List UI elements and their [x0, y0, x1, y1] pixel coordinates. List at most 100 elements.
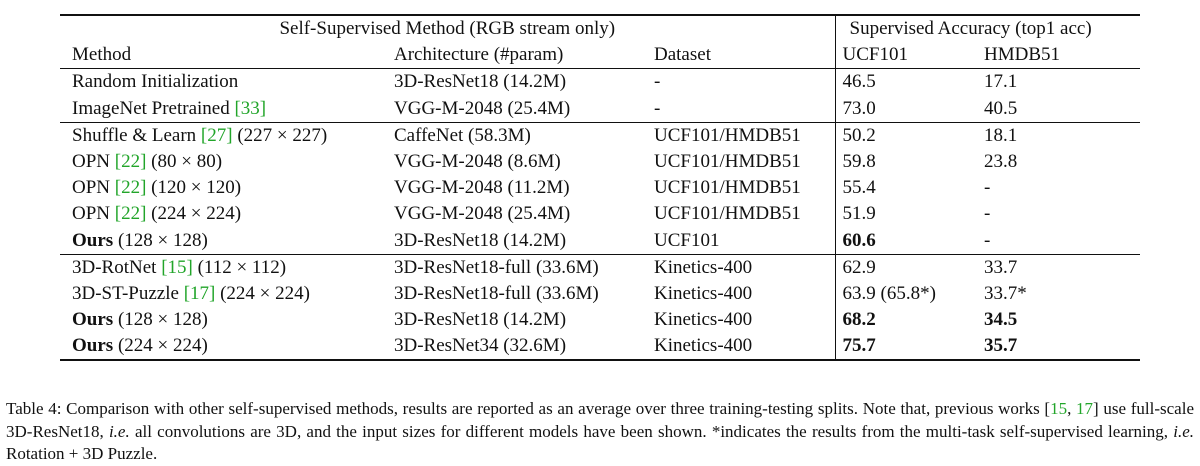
- citation-link[interactable]: [15]: [161, 256, 193, 278]
- caption-text: Rotation + 3D Puzzle.: [6, 444, 158, 463]
- architecture-cell: CaffeNet (58.3M): [394, 121, 654, 149]
- hmdb51-accuracy-cell: 33.7: [984, 253, 1140, 281]
- group-header-row: Self-Supervised Method (RGB stream only)…: [60, 13, 1140, 43]
- table-row: ImageNet Pretrained [33] VGG-M-2048 (25.4…: [60, 95, 1140, 123]
- input-size: (227 × 227): [232, 124, 328, 146]
- method-cell: 3D-RotNet [15] (112 × 112): [60, 253, 394, 281]
- method-name: Random Initialization: [72, 71, 239, 93]
- column-header-row: Method Architecture (#param) Dataset UCF…: [60, 42, 1140, 69]
- method-name: OPN: [72, 203, 115, 225]
- dataset-cell: UCF101/HMDB51: [654, 203, 801, 225]
- table-row: OPN [22] (80 × 80) VGG-M-2048 (8.6M) UCF10…: [60, 148, 1140, 176]
- caption-text: ,: [1067, 399, 1077, 418]
- ucf101-accuracy-cell: 55.4: [834, 175, 984, 202]
- method-name-bold: Ours: [72, 229, 114, 251]
- method-cell: ImageNet Pretrained [33]: [60, 96, 394, 123]
- table-row: OPN [22] (224 × 224) VGG-M-2048 (25.4M) UC…: [60, 201, 1140, 228]
- ucf101-accuracy-cell: 75.7: [834, 333, 984, 362]
- col-header-method: Method: [72, 44, 132, 66]
- input-size: (224 × 224): [215, 282, 310, 304]
- hmdb51-accuracy-cell: -: [984, 229, 991, 251]
- method-name: OPN: [72, 177, 115, 199]
- table-row: 3D-ST-Puzzle [17] (224 × 224) 3D-ResNet18…: [60, 280, 1140, 308]
- caption-text: all convolutions are 3D, and the input s…: [129, 421, 1174, 441]
- caption-text: ] use full-scale 3D-ResNet18,: [6, 399, 1194, 441]
- citation-link[interactable]: [17]: [183, 282, 216, 304]
- hmdb51-accuracy-cell: 34.5: [984, 309, 1018, 331]
- dataset-cell: -: [654, 97, 661, 119]
- ucf101-accuracy-cell: 46.5: [834, 68, 984, 96]
- architecture-cell: VGG-M-2048 (11.2M): [394, 177, 570, 199]
- table-row: Random Initialization 3D-ResNet18 (14.2M)…: [60, 68, 1140, 96]
- hmdb51-accuracy-cell: -: [984, 177, 991, 199]
- architecture-cell: 3D-ResNet18-full (33.6M): [394, 282, 599, 304]
- hmdb51-accuracy-cell: 17.1: [984, 68, 1140, 96]
- citation-link[interactable]: [33]: [234, 97, 267, 119]
- hmdb51-accuracy-cell: 33.7*: [984, 282, 1027, 304]
- table-row: Ours (224 × 224) 3D-ResNet34 (32.6M) Kinet…: [60, 333, 1140, 362]
- caption-text: Table 4: Comparison with other self-supe…: [6, 399, 1051, 418]
- table-row: Ours (128 × 128) 3D-ResNet18 (14.2M) UCF10…: [60, 227, 1140, 255]
- method-name: 3D-ST-Puzzle: [72, 282, 184, 304]
- hmdb51-accuracy-cell: 23.8: [984, 151, 1018, 173]
- dataset-cell: Kinetics-400: [654, 282, 753, 304]
- group-header-supervised-accuracy: Supervised Accuracy (top1 acc): [834, 13, 1140, 43]
- method-name-bold: Ours: [72, 309, 114, 331]
- citation-link[interactable]: [22]: [114, 151, 147, 173]
- table-row: Ours (128 × 128) 3D-ResNet18 (14.2M) Kinet…: [60, 307, 1140, 334]
- citation-link[interactable]: 15: [1050, 399, 1068, 418]
- input-size: (112 × 112): [192, 256, 287, 278]
- architecture-cell: 3D-ResNet34 (32.6M): [394, 333, 654, 362]
- group-header-self-supervised: Self-Supervised Method (RGB stream only): [60, 13, 835, 43]
- dataset-cell: Kinetics-400: [654, 253, 835, 281]
- caption-italic: i.e.: [108, 421, 130, 441]
- citation-link[interactable]: [22]: [114, 203, 147, 225]
- architecture-cell: VGG-M-2048 (8.6M): [394, 151, 561, 173]
- method-cell: Ours (224 × 224): [60, 333, 394, 362]
- dataset-cell: UCF101/HMDB51: [654, 151, 801, 173]
- method-name: 3D-RotNet: [72, 256, 162, 278]
- citation-link[interactable]: [27]: [200, 124, 233, 146]
- method-cell: OPN [22] (224 × 224): [60, 201, 394, 227]
- table-body: Random Initialization 3D-ResNet18 (14.2M)…: [60, 68, 1140, 362]
- col-header-hmdb51: HMDB51: [984, 44, 1061, 66]
- ucf101-accuracy-cell: 73.0: [834, 95, 984, 123]
- input-size: (128 × 128): [113, 309, 208, 331]
- architecture-cell: 3D-ResNet18 (14.2M): [394, 309, 567, 331]
- dataset-cell: Kinetics-400: [654, 309, 753, 331]
- method-cell: Ours (128 × 128): [60, 307, 394, 333]
- input-size: (120 × 120): [146, 177, 242, 199]
- method-name-bold: Ours: [72, 335, 114, 357]
- caption-italic: i.e.: [1173, 421, 1195, 441]
- architecture-cell: 3D-ResNet18-full (33.6M): [394, 253, 654, 281]
- ucf101-accuracy-cell: 63.9 (65.8*): [834, 280, 984, 308]
- method-name: OPN: [72, 151, 115, 173]
- ucf101-accuracy-cell: 59.8: [834, 148, 984, 176]
- citation-link[interactable]: 17: [1076, 399, 1094, 418]
- method-cell: Random Initialization: [60, 68, 394, 96]
- hmdb51-accuracy-cell: 40.5: [984, 97, 1018, 119]
- hmdb51-accuracy-cell: 18.1: [984, 121, 1140, 149]
- input-size: (224 × 224): [146, 203, 242, 225]
- ucf101-accuracy-cell: 50.2: [834, 121, 984, 149]
- results-table: Self-Supervised Method (RGB stream only)…: [60, 13, 1140, 362]
- table-row: 3D-RotNet [15] (112 × 112) 3D-ResNet18-fu…: [60, 253, 1140, 281]
- hmdb51-accuracy-cell: -: [984, 203, 991, 225]
- method-cell: OPN [22] (80 × 80): [60, 149, 394, 175]
- hmdb51-accuracy-cell: 35.7: [984, 333, 1140, 362]
- col-header-ucf101: UCF101: [834, 42, 984, 69]
- method-cell: 3D-ST-Puzzle [17] (224 × 224): [60, 281, 394, 307]
- method-cell: Shuffle & Learn [27] (227 × 227): [60, 121, 394, 149]
- method-cell: OPN [22] (120 × 120): [60, 175, 394, 201]
- citation-link[interactable]: [22]: [114, 177, 147, 199]
- col-header-dataset: Dataset: [654, 44, 711, 66]
- ucf101-accuracy-cell: 60.6: [834, 227, 984, 255]
- table-row: Shuffle & Learn [27] (227 × 227) CaffeNet…: [60, 121, 1140, 149]
- input-size: (224 × 224): [113, 335, 208, 357]
- architecture-cell: VGG-M-2048 (25.4M): [394, 203, 571, 225]
- input-size: (128 × 128): [113, 229, 208, 251]
- dataset-cell: -: [654, 68, 835, 96]
- table-caption: Table 4: Comparison with other self-supe…: [6, 398, 1194, 466]
- dataset-cell: UCF101/HMDB51: [654, 177, 801, 199]
- architecture-cell: 3D-ResNet18 (14.2M): [394, 229, 567, 251]
